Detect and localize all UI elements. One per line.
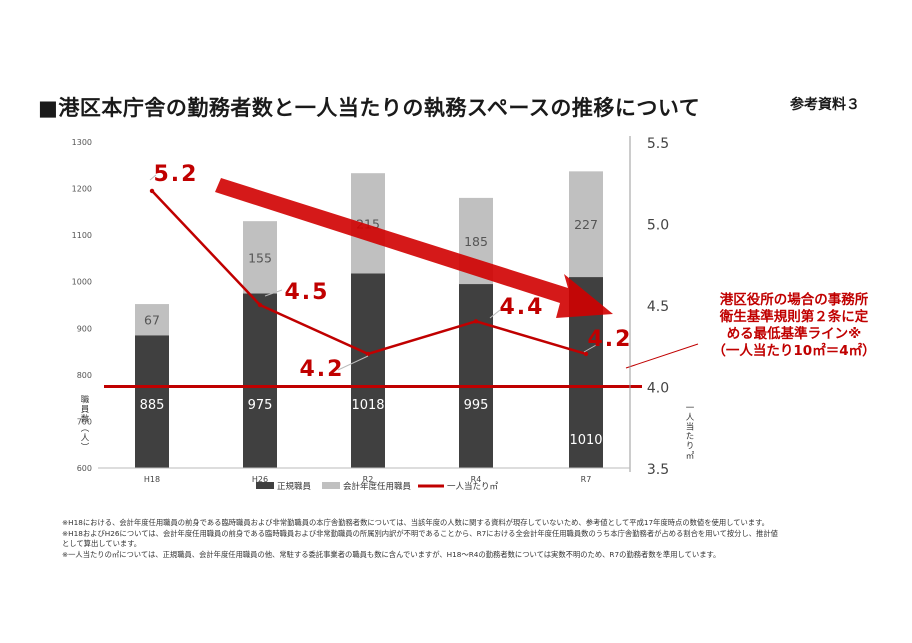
bar-regular-value-label: 975 (248, 398, 273, 413)
legend-swatch-regular (256, 482, 274, 489)
bar-fiscal-value-label: 185 (464, 234, 488, 249)
per-capita-point (473, 319, 479, 324)
per-capita-label-leader (489, 309, 501, 319)
downward-trend-arrow (215, 178, 613, 318)
right-axis-title: 一人当たり㎡ (684, 403, 694, 460)
per-capita-point (365, 351, 371, 357)
footnote: ※一人当たりの㎡については、正規職員、会計年度任用職員の他、常駐する委託事業者の… (62, 549, 721, 559)
bar-fiscal-year-staff (243, 221, 277, 294)
bar-regular-staff (351, 273, 385, 468)
left-axis-tick-label: 900 (77, 324, 92, 333)
category-tick-label: H18 (144, 475, 160, 484)
left-axis-tick-label: 800 (77, 371, 92, 380)
callout-line: （一人当たり10㎡＝4㎡） (712, 343, 876, 359)
per-capita-value-label: 5.2 (154, 162, 199, 187)
per-capita-label-leader (149, 174, 157, 181)
page-title: ■港区本庁舎の勤務者数と一人当たりの執務スペースの推移について (38, 96, 701, 120)
bar-regular-value-label: 1018 (351, 398, 384, 413)
callout-line: 港区役所の場合の事務所 (719, 292, 869, 308)
category-tick-label: R2 (363, 475, 374, 484)
per-capita-point (149, 188, 155, 194)
callout-line: 衛生基準規則第２条に定 (719, 309, 869, 325)
bar-regular-staff (459, 284, 493, 468)
right-axis-tick-label: 3.5 (647, 462, 669, 478)
left-axis-tick-label: 1000 (72, 278, 92, 287)
per-capita-label-leader (264, 289, 283, 297)
left-axis-tick-label: 600 (77, 464, 92, 473)
bar-fiscal-value-label: 155 (248, 250, 272, 265)
bar-regular-staff (135, 335, 169, 468)
bar-fiscal-value-label: 67 (144, 313, 160, 328)
bar-regular-value-label: 995 (464, 398, 489, 413)
reference-badge: 参考資料３ (790, 97, 860, 113)
category-tick-label: R4 (471, 475, 482, 484)
footnote: ※H18における、会計年度任用職員の前身である臨時職員および非常勤職員の本庁舎勤… (62, 518, 769, 527)
bar-regular-staff (243, 293, 277, 468)
footnote: ※H18およびH26については、会計年度任用職員の前身である臨時職員および非常勤… (62, 528, 778, 538)
left-axis-tick-label: 1300 (72, 138, 92, 147)
bar-regular-value-label: 1010 (569, 433, 602, 448)
per-capita-value-label: 4.2 (300, 357, 345, 382)
per-capita-point (257, 302, 263, 308)
legend-label: 会計年度任用職員 (343, 481, 412, 492)
right-axis-tick-label: 4.0 (647, 381, 669, 397)
bar-fiscal-year-staff (135, 304, 169, 336)
per-capita-label-leader (337, 355, 369, 371)
min-standard-callout: 港区役所の場合の事務所 衛生基準規則第２条に定 める最低基準ライン※ （一人当た… (688, 292, 900, 360)
left-axis-title: 職員数（人） (79, 395, 89, 452)
left-axis-tick-label: 1200 (72, 185, 92, 194)
right-axis-tick-label: 5.5 (647, 136, 669, 152)
right-axis-tick-label: 5.0 (647, 218, 669, 234)
per-capita-label-leader (583, 343, 599, 353)
callout-line: める最低基準ライン※ (726, 326, 862, 342)
left-axis-tick-label: 1100 (72, 231, 92, 240)
footnotes: ※H18における、会計年度任用職員の前身である臨時職員および非常勤職員の本庁舎勤… (62, 518, 862, 560)
right-axis-tick-label: 4.5 (647, 299, 669, 315)
per-capita-value-label: 4.5 (285, 280, 330, 305)
bar-fiscal-value-label: 227 (574, 217, 598, 232)
per-capita-point (583, 351, 589, 357)
footnote: として算出しています。 (62, 539, 142, 548)
legend-label: 一人当たり㎡ (447, 481, 499, 492)
bar-regular-value-label: 885 (140, 398, 165, 413)
bar-fiscal-year-staff (569, 171, 603, 278)
category-tick-label: R7 (581, 475, 592, 484)
per-capita-value-label: 4.4 (500, 295, 545, 320)
left-axis-tick-label: 700 (77, 417, 92, 426)
legend-swatch-fiscal (322, 482, 340, 489)
per-capita-value-label: 4.2 (588, 327, 633, 352)
callout-leader-line (625, 343, 699, 369)
category-tick-label: H26 (252, 475, 268, 484)
legend-label: 正規職員 (277, 481, 312, 492)
